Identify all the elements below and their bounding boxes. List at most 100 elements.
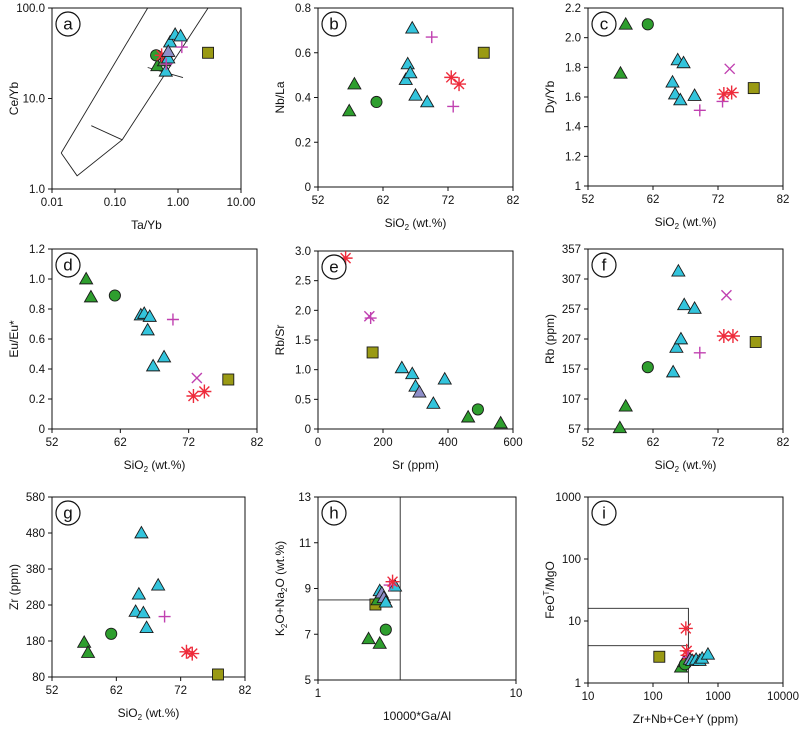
data-point-x-magenta: [363, 310, 375, 322]
x-tick-label: 100: [643, 691, 662, 703]
y-tick-label: 80: [32, 672, 45, 684]
x-tick-label: 52: [312, 195, 325, 207]
data-point-x-magenta: [720, 289, 732, 301]
y-tick-label: 1.4: [565, 122, 582, 134]
data-point-square-olive: [477, 46, 490, 59]
x-tick-label: 72: [712, 437, 725, 449]
data-point-triangle-green: [83, 289, 99, 303]
y-axis-title: Zr (ppm): [7, 564, 21, 610]
y-axis-title: FeOT/MgO: [542, 561, 557, 619]
x-axis-title: Zr+Nb+Ce+Y (ppm): [633, 712, 739, 726]
y-tick-label: 180: [26, 636, 45, 648]
y-tick-label: 0.2: [29, 394, 45, 406]
data-point-triangle-cyan: [669, 339, 684, 353]
x-tick-label: 0.01: [41, 197, 63, 209]
y-tick-label: 5: [305, 675, 311, 687]
data-point-square-olive: [212, 668, 224, 681]
data-point-plus-magenta: [175, 41, 188, 54]
x-tick-label: 0.10: [104, 197, 126, 209]
x-tick-label: 62: [377, 195, 390, 207]
data-point-triangle-cyan: [134, 525, 149, 539]
y-tick-label: 1.2: [29, 244, 45, 256]
x-tick-label: 10.00: [227, 197, 256, 209]
y-tick-label: 280: [26, 600, 45, 612]
y-axis-title: K2O+Na2O (wt.%): [273, 541, 289, 636]
data-point-plus-magenta: [693, 346, 706, 359]
y-tick-label: 2.2: [565, 3, 581, 15]
plot-frame: [587, 7, 784, 187]
panel-a: 0.01 0.10 1.00 10.00 1.0 10.0 100.0 Ta/Yb Ce/Yb a: [7, 3, 255, 232]
data-point-star-red: [154, 48, 169, 63]
x-tick-label: 82: [507, 195, 520, 207]
data-point-triangle-cyan: [403, 65, 418, 79]
data-point-star-red: [725, 329, 740, 343]
y-tick-label: 0.5: [295, 394, 311, 406]
y-tick-label: 1.0: [295, 365, 311, 377]
x-tick-label: 82: [251, 437, 264, 449]
data-point-triangle-cyan: [437, 371, 453, 385]
data-point-triangle-cyan: [394, 360, 410, 374]
panel-letter-badge: [591, 252, 617, 278]
y-tick-label: 2.5: [295, 276, 311, 288]
data-point-star-red: [186, 389, 201, 403]
data-points: [653, 621, 716, 673]
data-point-triangle-cyan: [173, 28, 188, 42]
plot-frame: [51, 248, 258, 430]
y-tick-label: 0.4: [295, 93, 312, 105]
y-tick-label: 580: [26, 492, 45, 504]
panel-letter-badge: [321, 500, 347, 526]
x-tick-label: 10: [510, 688, 523, 700]
y-tick-label: 1.2: [565, 151, 581, 163]
x-tick-label: 200: [373, 437, 392, 449]
y-tick-label: 0.4: [29, 364, 46, 376]
data-point-triangle-cyan: [136, 605, 151, 619]
data-point-square-olive: [202, 46, 215, 59]
data-point-triangle-cyan: [408, 87, 423, 101]
data-point-triangle-cyan: [150, 577, 166, 591]
data-points: [76, 525, 224, 681]
data-point-circle-green: [370, 95, 383, 109]
x-tick-label: 72: [712, 194, 725, 206]
y-tick-label: 1000: [555, 492, 581, 504]
data-point-triangle-cyan: [139, 620, 154, 634]
data-point-triangle-green: [80, 645, 96, 658]
data-point-plus-magenta: [425, 31, 438, 44]
plot-frame: [587, 496, 784, 684]
data-points: [341, 20, 490, 117]
data-point-triangle-cyan: [145, 358, 161, 372]
data-point-plus-magenta: [158, 610, 171, 623]
y-tick-label: 0.8: [295, 3, 311, 15]
y-tick-label: 480: [26, 528, 45, 540]
discrimination-lines: [318, 497, 401, 680]
data-point-star-red: [724, 85, 739, 100]
panel-g: 52 62 72 82 80 180 280 380 480 580 SiO2 (wt.%) Zr (…: [7, 492, 251, 722]
x-axis-title: Ta/Yb: [131, 218, 162, 232]
plot-frame: [317, 250, 514, 430]
panel-letter-badge: [55, 500, 81, 526]
x-tick-label: 52: [582, 437, 595, 449]
data-point-circle-green: [108, 289, 121, 302]
data-point-triangle-cyan: [404, 20, 420, 34]
data-point-triangle-cyan: [156, 349, 172, 363]
x-axis-title: SiO2 (wt.%): [118, 706, 180, 722]
x-tick-label: 52: [46, 685, 59, 697]
data-point-triangle-green: [460, 409, 476, 423]
y-axis-title: Rb/Sr: [273, 325, 287, 356]
y-tick-label: 1.5: [295, 335, 311, 347]
x-tick-label: 1000: [705, 691, 731, 703]
panel-letter-badge: [591, 500, 617, 526]
data-point-triangle-cyan: [400, 56, 415, 70]
y-tick-label: 257: [562, 304, 581, 316]
field-boundary: [91, 125, 123, 141]
x-tick-label: 52: [46, 437, 59, 449]
y-tick-label: 307: [562, 274, 581, 286]
y-tick-label: 1.0: [29, 274, 45, 286]
y-tick-label: 2.0: [295, 305, 311, 317]
data-point-triangle-green: [78, 271, 94, 285]
panel-letter: a: [63, 15, 73, 34]
data-point-triangle-cyan: [665, 74, 680, 88]
data-point-x-magenta: [191, 372, 203, 384]
panel-f: 52 62 72 82 57 107 157 207 257 307 357 SiO2 (wt.%) R…: [543, 244, 789, 474]
plot-frame: [51, 7, 242, 190]
